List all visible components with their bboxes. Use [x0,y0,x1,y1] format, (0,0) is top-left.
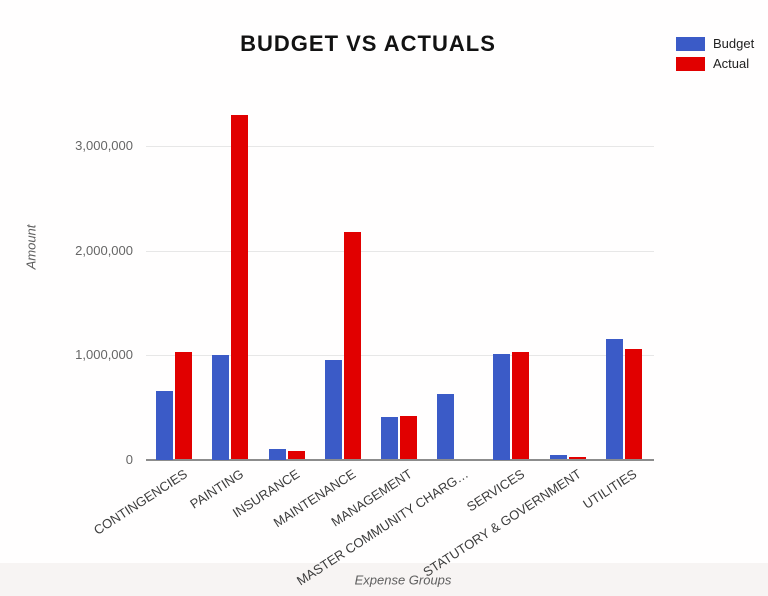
bar-budget-painting [212,355,230,460]
x-tick-label-utilities: UTILITIES [580,466,640,512]
legend: Budget Actual [676,37,754,77]
bar-budget-insurance [268,449,286,460]
bar-actual-contingencies [175,351,193,460]
bottom-tint [0,563,768,596]
y-tick-label: 1,000,000 [75,347,133,362]
x-tick-label-contingencies: CONTINGENCIES [90,466,190,538]
bar-actual-services [512,351,530,460]
legend-label-actual: Actual [713,56,750,71]
bar-actual-utilities [624,348,642,460]
gridline-3000000 [146,146,654,147]
bar-budget-management [381,416,398,460]
x-axis-line [146,458,654,461]
bar-budget-maintenance [324,360,342,460]
gridline-1000000 [146,355,654,356]
bar-actual-painting [231,114,249,460]
bar-actual-management [400,415,417,460]
bar-budget-utilities [605,339,623,460]
legend-item-actual: Actual [676,57,754,71]
bar-actual-statutory-government [568,457,586,460]
bar-actual-insurance [287,451,305,460]
budget-swatch [676,37,705,51]
bar-budget-services [493,354,511,460]
bar-budget-contingencies [156,390,174,460]
x-axis-title: Expense Groups [354,572,452,588]
bar-actual-maintenance [343,231,361,460]
bar-budget-statutory-government [549,454,567,460]
chart-title: BUDGET VS ACTUALS [240,31,496,56]
legend-label-budget: Budget [713,36,755,51]
legend-item-budget: Budget [676,37,754,51]
gridline-2000000 [146,250,654,252]
actual-swatch [676,57,705,71]
y-tick-label: 3,000,000 [75,138,133,153]
y-tick-label: 2,000,000 [75,242,133,258]
bar-budget-master-community-charg [437,393,455,460]
y-tick-label: 0 [125,451,133,467]
